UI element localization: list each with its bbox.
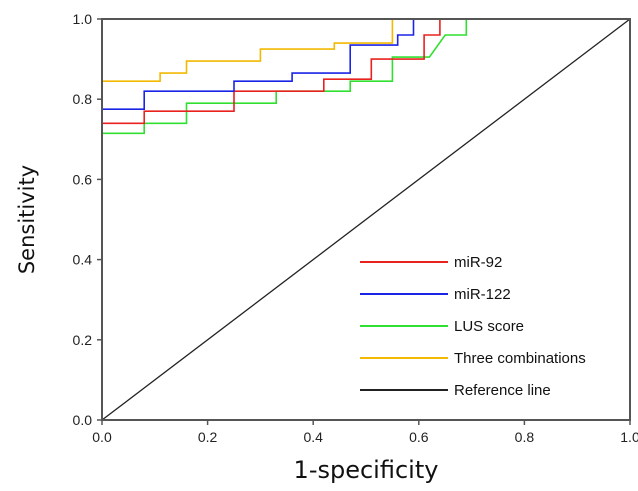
x-tick-label: 1.0 <box>620 429 638 445</box>
series-line-mir-92 <box>102 18 630 125</box>
series-layer <box>101 18 631 421</box>
series-line-three-combinations <box>102 18 630 82</box>
x-tick-label: 0.6 <box>409 429 429 445</box>
legend-label-mir-122: miR-122 <box>454 286 511 303</box>
legend-label-three-combinations: Three combinations <box>454 350 586 367</box>
x-tick-label: 0.0 <box>92 429 112 445</box>
y-tick-label: 1.0 <box>73 11 93 27</box>
x-tick-label: 0.4 <box>303 429 323 445</box>
y-tick-label: 0.4 <box>73 252 93 268</box>
y-tick-label: 0.8 <box>73 91 93 107</box>
x-tick-label: 0.8 <box>515 429 535 445</box>
y-axis-title: Sensitivity <box>15 165 39 274</box>
x-tick-label: 0.2 <box>198 429 218 445</box>
plot-frame <box>101 18 631 421</box>
legend: miR-92 miR-122 LUS score Three combinations… <box>360 254 586 399</box>
y-tick-label: 0.6 <box>73 171 93 187</box>
legend-label-mir-92: miR-92 <box>454 254 502 271</box>
series-line-mir-122 <box>102 18 630 110</box>
y-tick-label: 0.2 <box>73 332 93 348</box>
y-tick-label: 0.0 <box>73 412 93 428</box>
x-axis-title: 1-specificity <box>294 456 439 484</box>
series-line-reference-line <box>101 18 631 421</box>
legend-label-reference-line: Reference line <box>454 382 551 399</box>
series-line-lus-score <box>102 18 630 135</box>
legend-label-lus-score: LUS score <box>454 318 524 335</box>
ticks-layer: 0.0 0.2 0.4 0.6 0.8 1.0 0.0 0.2 0.4 0.6 0.8 1.0 <box>73 11 638 445</box>
